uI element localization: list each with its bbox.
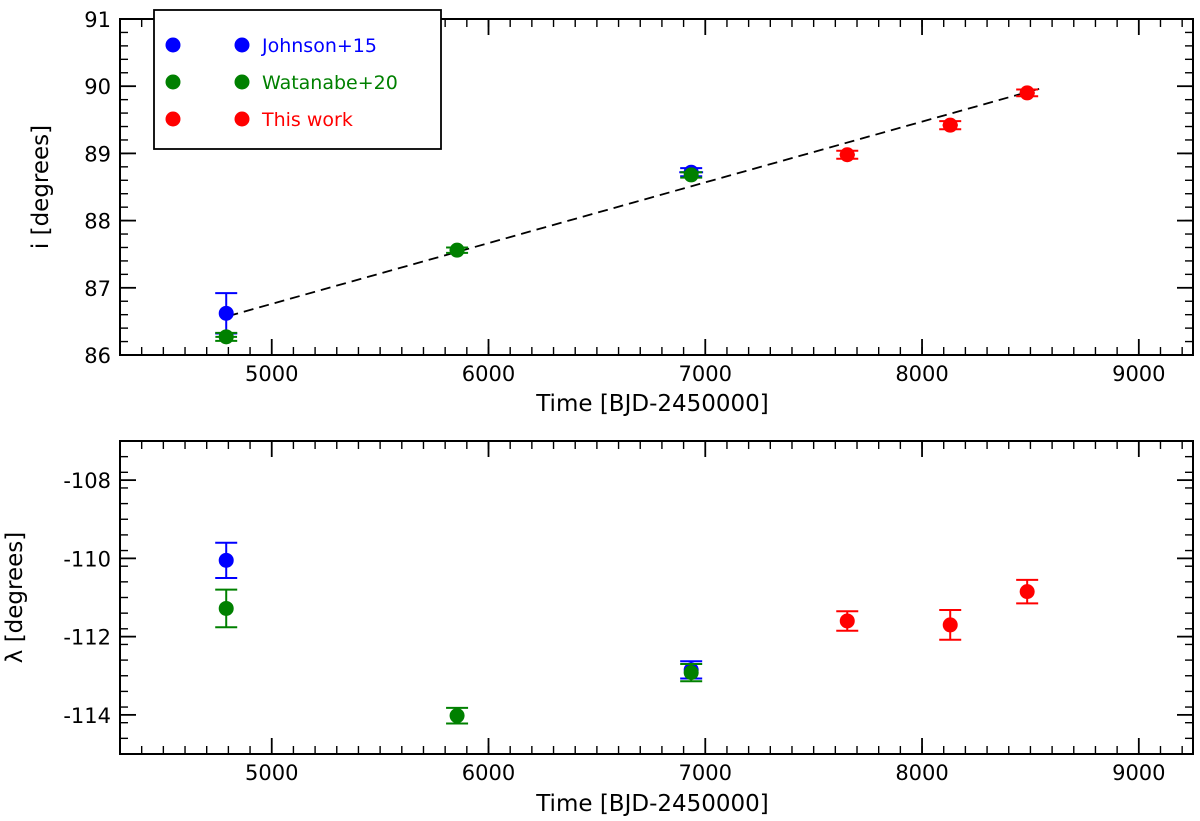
plot-frame [119, 440, 1194, 755]
x-tick-label: 5000 [245, 761, 298, 785]
johnson-15-legend-marker [165, 37, 181, 53]
this-work-data-point [839, 613, 855, 629]
x-tick-label: 7000 [679, 362, 732, 386]
watanabe-20-data-point [683, 167, 699, 183]
watanabe-20-data-point [449, 242, 465, 258]
y-tick-label: -108 [63, 469, 111, 493]
y-axis-label: i [degrees] [28, 125, 54, 249]
y-tick-label: 90 [84, 75, 111, 99]
x-axis-label: Time [BJD-2450000] [535, 791, 769, 817]
watanabe-20-data-point [449, 708, 465, 724]
bottom-panel-lambda: 5000 6000 7000 8000 9000 -114 -112 -110 -108 Time… [2, 440, 1194, 817]
x-tick-label: 5000 [245, 362, 298, 386]
plot-frame [119, 18, 1194, 356]
this-work-data-point [942, 617, 958, 633]
y-tick-label: 89 [84, 142, 111, 166]
x-tick-label: 7000 [679, 761, 732, 785]
y-tick-label: 86 [84, 344, 111, 368]
linear-fit-dashed-line [228, 87, 1042, 317]
x-axis-label: Time [BJD-2450000] [535, 391, 769, 417]
watanabe-20-legend-marker [165, 74, 181, 90]
johnson-15-legend-label: Johnson+15 [261, 35, 377, 57]
y-tick-label: -112 [63, 626, 111, 650]
this-work-data-point [1019, 584, 1035, 600]
johnson-15-legend-marker [234, 37, 250, 53]
y-tick-label: -110 [63, 547, 111, 571]
this-work-data-point [839, 147, 855, 163]
this-work-legend-marker [165, 111, 181, 127]
watanabe-20-legend-marker [234, 74, 250, 90]
y-tick-label: 87 [84, 277, 111, 301]
x-tick-label: 8000 [895, 362, 948, 386]
x-tick-label: 9000 [1112, 362, 1165, 386]
legend-box [153, 9, 442, 150]
x-tick-label: 6000 [462, 362, 515, 386]
y-tick-label: -114 [63, 704, 111, 728]
x-tick-label: 6000 [462, 761, 515, 785]
this-work-legend-marker [234, 111, 250, 127]
watanabe-20-data-point [218, 329, 234, 345]
y-tick-label: 88 [84, 210, 111, 234]
y-axis-label: λ [degrees] [2, 532, 28, 663]
y-tick-label: 91 [84, 8, 111, 32]
top-panel-inclination: 5000 6000 7000 8000 9000 86 87 88 89 90 91 Time [BJ… [28, 8, 1194, 417]
johnson-15-data-point [218, 552, 234, 568]
legend: Johnson+15 Watanabe+20 This work [153, 9, 442, 150]
this-work-data-point [942, 117, 958, 133]
watanabe-20-data-point [683, 665, 699, 681]
johnson-15-data-point [218, 305, 234, 321]
this-work-data-point [1019, 85, 1035, 101]
x-tick-label: 8000 [895, 761, 948, 785]
watanabe-20-data-point [218, 600, 234, 616]
this-work-legend-label: This work [261, 109, 353, 131]
watanabe-20-legend-label: Watanabe+20 [262, 72, 398, 94]
x-tick-label: 9000 [1112, 761, 1165, 785]
